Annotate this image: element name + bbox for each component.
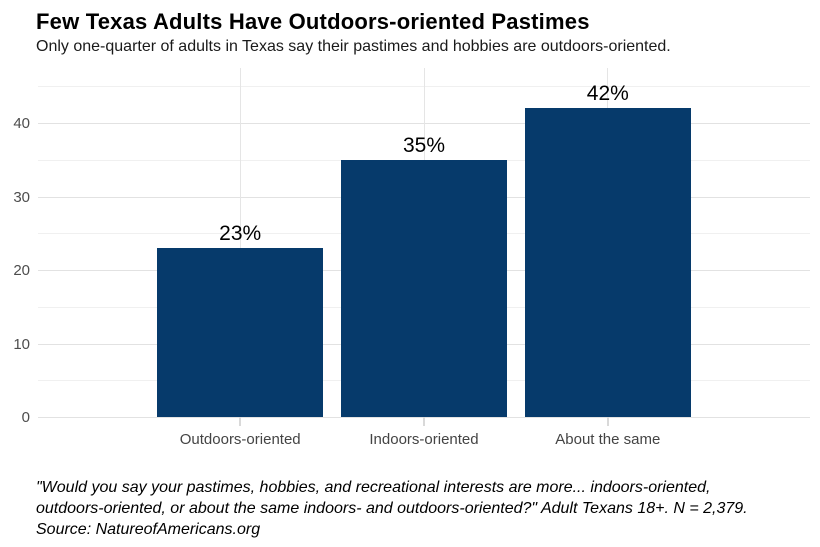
chart-subtitle: Only one-quarter of adults in Texas say …: [36, 38, 671, 55]
x-tick-mark: [239, 417, 242, 426]
source-note-line: "Would you say your pastimes, hobbies, a…: [36, 479, 711, 496]
plot-panel: 23% 35% 42%: [38, 68, 810, 418]
x-category-label: Outdoors-oriented: [179, 431, 301, 448]
y-tick-label: 0: [21, 409, 30, 426]
x-tick-mark: [606, 417, 609, 426]
chart-title: Few Texas Adults Have Outdoors-oriented …: [36, 9, 590, 34]
x-category-label: About the same: [555, 431, 661, 448]
bar-value-label: 23%: [219, 222, 262, 246]
y-tick-label: 10: [13, 335, 30, 353]
x-category-label: Indoors-oriented: [369, 431, 479, 448]
source-note-line: outdoors-oriented, or about the same ind…: [36, 500, 748, 517]
bar: [525, 108, 691, 417]
y-tick-label: 20: [13, 262, 30, 280]
vertical-gridline: [239, 68, 241, 417]
bar-value-label: 42%: [586, 82, 629, 106]
source-note: "Would you say your pastimes, hobbies, a…: [36, 477, 748, 540]
bar: [157, 248, 323, 417]
bar-value-label: 35%: [402, 133, 446, 157]
y-tick-label: 40: [13, 115, 30, 133]
bar: [341, 159, 507, 417]
source-note-line: Source: NatureofAmericans.org: [36, 521, 261, 538]
x-tick-mark: [423, 417, 425, 426]
y-tick-label: 30: [13, 188, 30, 206]
